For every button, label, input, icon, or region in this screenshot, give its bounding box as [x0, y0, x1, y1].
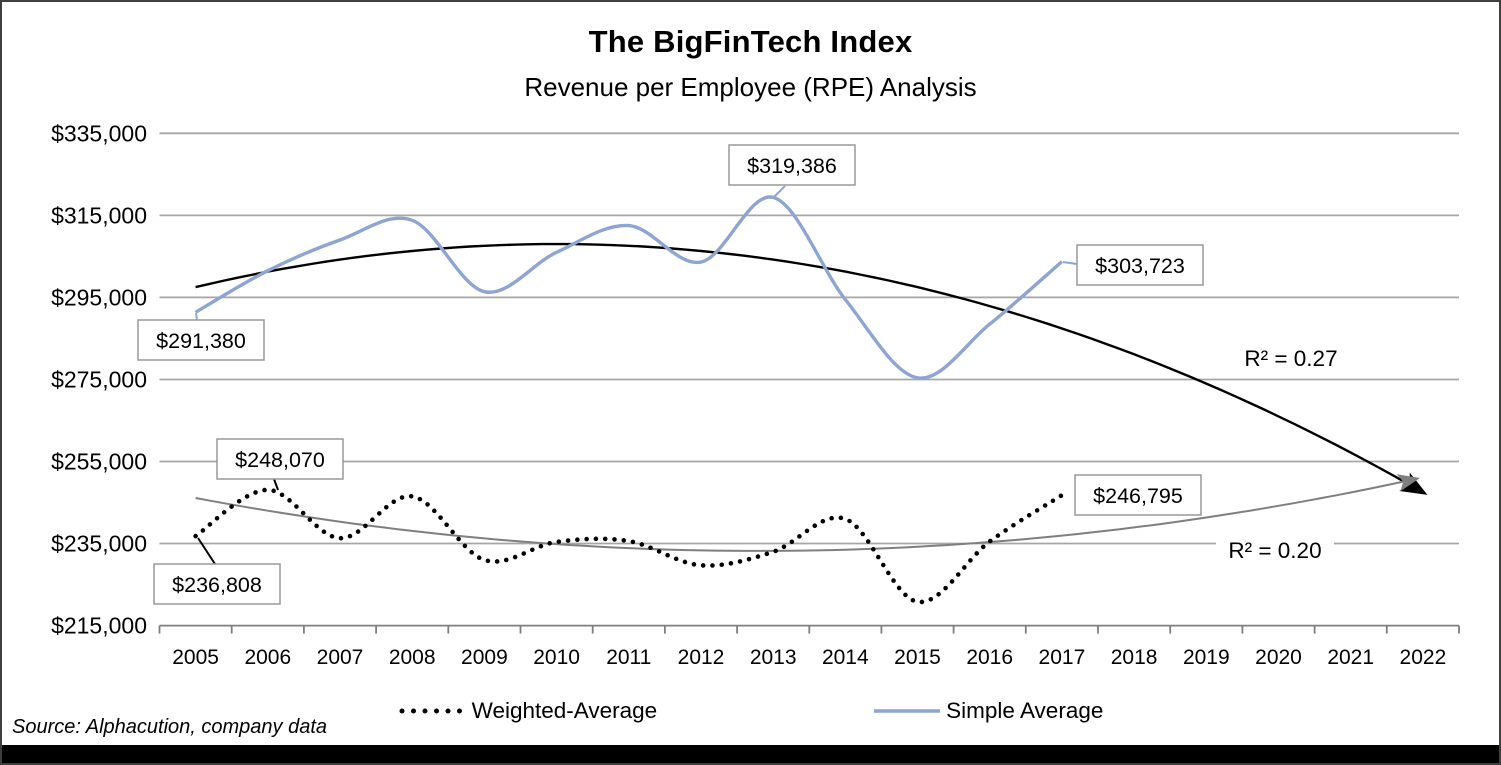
svg-text:2016: 2016 — [966, 646, 1013, 669]
svg-text:$315,000: $315,000 — [51, 202, 147, 228]
source-note: Source: Alphacution, company data — [12, 716, 328, 738]
svg-text:$248,070: $248,070 — [235, 448, 325, 472]
svg-text:$319,386: $319,386 — [747, 154, 837, 178]
bottom-black-bar — [2, 745, 1499, 763]
svg-text:2014: 2014 — [822, 646, 869, 669]
svg-text:2009: 2009 — [461, 646, 508, 669]
chart-title: The BigFinTech Index — [588, 24, 913, 59]
legend-label: Simple Average — [946, 698, 1104, 723]
dotted-line-swatch-icon — [399, 708, 467, 714]
svg-text:2008: 2008 — [389, 646, 436, 669]
svg-text:2019: 2019 — [1183, 646, 1230, 669]
legend-item-simple-average: Simple Average — [872, 698, 1103, 724]
svg-text:2010: 2010 — [533, 646, 580, 669]
svg-text:2015: 2015 — [894, 646, 941, 669]
svg-text:2012: 2012 — [678, 646, 725, 669]
chart-legend: Weighted-Average Simple Average — [2, 698, 1499, 724]
svg-text:2020: 2020 — [1255, 646, 1302, 669]
svg-text:R² = 0.27: R² = 0.27 — [1244, 346, 1337, 371]
chart-subtitle: Revenue per Employee (RPE) Analysis — [524, 72, 977, 102]
svg-text:2011: 2011 — [606, 646, 651, 669]
legend-item-weighted-average: Weighted-Average — [398, 698, 658, 724]
svg-text:$246,795: $246,795 — [1093, 484, 1183, 508]
svg-text:$303,723: $303,723 — [1095, 254, 1185, 278]
svg-text:$295,000: $295,000 — [51, 284, 147, 310]
svg-text:$335,000: $335,000 — [51, 120, 147, 146]
svg-text:$291,380: $291,380 — [156, 329, 246, 353]
svg-text:$275,000: $275,000 — [51, 367, 147, 393]
svg-text:$255,000: $255,000 — [51, 449, 147, 475]
solid-line-swatch-icon — [874, 709, 941, 713]
svg-text:2006: 2006 — [244, 646, 291, 669]
svg-text:$215,000: $215,000 — [51, 613, 147, 639]
legend-label: Weighted-Average — [471, 698, 658, 723]
svg-text:2007: 2007 — [317, 646, 364, 669]
svg-text:2018: 2018 — [1111, 646, 1158, 669]
svg-text:R² = 0.20: R² = 0.20 — [1228, 538, 1321, 563]
svg-text:2017: 2017 — [1039, 646, 1086, 669]
svg-text:2005: 2005 — [172, 646, 219, 669]
svg-text:$236,808: $236,808 — [172, 573, 262, 597]
svg-text:2022: 2022 — [1400, 646, 1447, 669]
svg-text:2013: 2013 — [750, 646, 797, 669]
svg-text:2021: 2021 — [1327, 646, 1374, 669]
svg-text:$235,000: $235,000 — [51, 531, 147, 557]
